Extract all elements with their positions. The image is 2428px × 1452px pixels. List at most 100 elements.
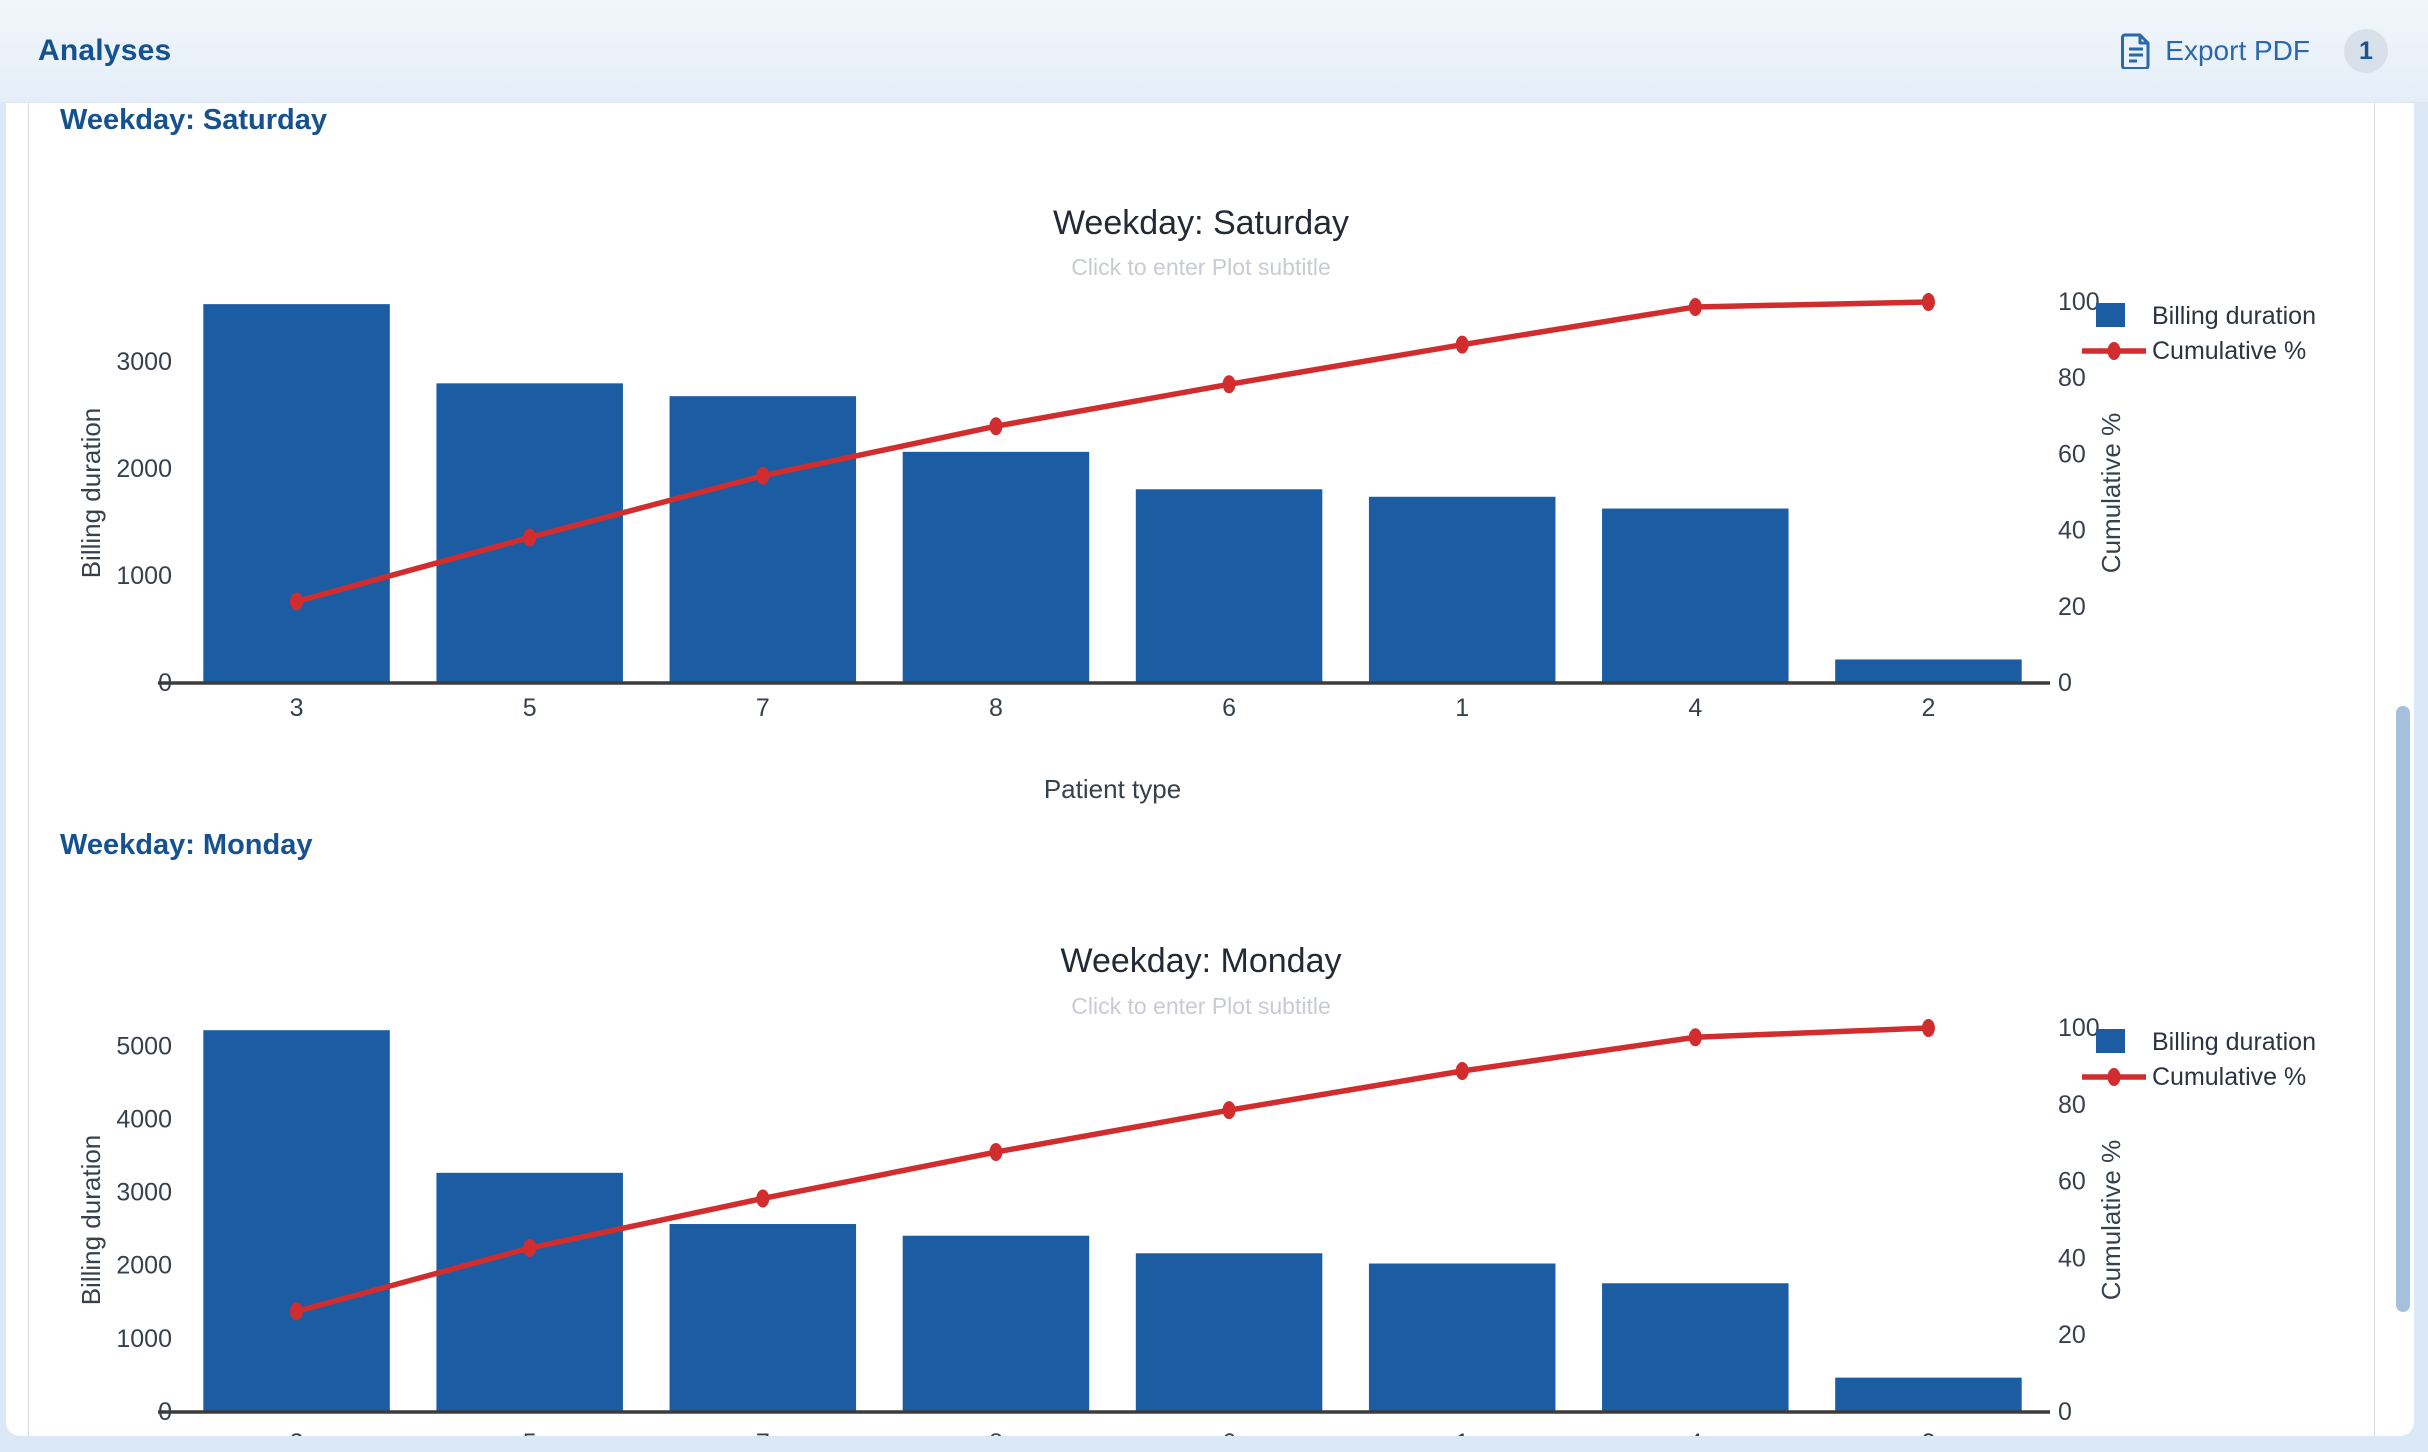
cumulative-point (756, 466, 770, 485)
right-axis-tick: 60 (2058, 1168, 2086, 1196)
billing-duration-bar (1135, 1253, 1323, 1412)
cumulative-point (1222, 1101, 1236, 1120)
right-axis-tick: 0 (2058, 669, 2072, 697)
billing-duration-bar (902, 1235, 1090, 1412)
x-axis-tick: 6 (1222, 694, 1236, 722)
x-axis-tick: 8 (989, 1429, 1003, 1436)
right-axis-tick: 40 (2058, 1244, 2086, 1272)
cumulative-point (1222, 375, 1236, 394)
left-axis-tick: 4000 (116, 1105, 172, 1133)
legend-marker-cumulative (2107, 342, 2121, 360)
vertical-scrollbar-thumb[interactable] (2396, 706, 2410, 1312)
billing-duration-bar (1368, 1263, 1556, 1412)
cumulative-point (1455, 1062, 1469, 1081)
x-axis-tick: 5 (523, 694, 537, 722)
top-bar-actions: Export PDF 1 (2121, 29, 2388, 73)
legend-label-cumulative: Cumulative % (2152, 1063, 2306, 1091)
left-axis-title: Billing duration (76, 1135, 106, 1306)
billing-duration-bar (1135, 489, 1323, 683)
pareto-chart-monday[interactable]: Weekday: Monday Click to enter Plot subti… (6, 880, 2414, 1436)
left-axis-title: Billing duration (76, 408, 106, 579)
cumulative-line (295, 299, 1929, 605)
left-axis-tick: 1000 (116, 1325, 172, 1353)
legend-label-billing-duration: Billing duration (2152, 302, 2316, 330)
legend-label-cumulative: Cumulative % (2152, 337, 2306, 365)
left-axis-tick: 3000 (116, 348, 172, 376)
x-axis-tick: 8 (989, 694, 1003, 722)
cumulative-point (1921, 1019, 1935, 1037)
pareto-chart-saturday[interactable]: Weekday: Saturday Click to enter Plot sub… (6, 150, 2414, 830)
x-axis-tick: 1 (1455, 1429, 1469, 1436)
cumulative-point (989, 417, 1003, 436)
billing-duration-bar (1835, 659, 2022, 683)
billing-duration-bar (902, 451, 1090, 683)
right-axis-tick: 100 (2058, 1014, 2100, 1042)
cumulative-point (290, 1302, 304, 1321)
analyses-card (28, 103, 2375, 1436)
x-axis-tick: 1 (1455, 694, 1469, 722)
cumulative-line (295, 1025, 1929, 1315)
export-pdf-label: Export PDF (2165, 35, 2310, 66)
section-heading-monday: Weekday: Monday (60, 829, 313, 861)
page-title: Analyses (38, 34, 172, 67)
left-axis-tick: 2000 (116, 1252, 172, 1280)
x-axis-tick: 4 (1688, 694, 1702, 722)
billing-duration-bar (1602, 508, 1789, 683)
right-axis-tick: 60 (2058, 440, 2086, 468)
x-axis-tick: 2 (1921, 1429, 1935, 1436)
cumulative-point (523, 1239, 537, 1258)
cumulative-point (1688, 297, 1702, 316)
right-axis-tick: 40 (2058, 517, 2086, 545)
left-axis-tick: 2000 (116, 455, 172, 483)
billing-duration-bar (436, 1172, 623, 1412)
document-icon (2121, 33, 2151, 69)
plot-title[interactable]: Weekday: Saturday (1053, 204, 1349, 242)
export-pdf-button[interactable]: Export PDF (2121, 33, 2310, 69)
plot-title[interactable]: Weekday: Monday (1061, 942, 1342, 980)
right-axis-tick: 20 (2058, 593, 2086, 621)
right-axis-tick: 0 (2058, 1398, 2072, 1426)
left-axis-tick: 3000 (116, 1179, 172, 1207)
x-axis-tick: 5 (523, 1429, 537, 1436)
x-axis-tick: 3 (290, 694, 304, 722)
billing-duration-bar (203, 304, 390, 683)
scrolled-content: Weekday: Saturday Weekday: Saturday Click… (6, 103, 2414, 1436)
cumulative-point (989, 1143, 1003, 1162)
legend-swatch-billing-duration (2096, 1029, 2125, 1053)
cumulative-point (1921, 293, 1935, 311)
right-axis-tick: 80 (2058, 364, 2086, 392)
left-axis-tick: 1000 (116, 562, 172, 590)
billing-duration-bar (669, 1224, 857, 1412)
legend-marker-cumulative (2107, 1068, 2121, 1086)
plot-subtitle-placeholder[interactable]: Click to enter Plot subtitle (1071, 254, 1331, 280)
billing-duration-bar (1368, 496, 1556, 683)
right-axis-tick: 100 (2058, 288, 2100, 316)
x-axis-title: Patient type (1044, 774, 1181, 804)
x-axis-tick: 7 (756, 1429, 770, 1436)
cumulative-point (1455, 335, 1469, 354)
count-badge: 1 (2344, 29, 2388, 73)
legend-label-billing-duration: Billing duration (2152, 1028, 2316, 1056)
x-axis-tick: 4 (1688, 1429, 1702, 1436)
content-panel: Weekday: Saturday Weekday: Saturday Click… (6, 103, 2414, 1436)
right-axis-title: Cumulative % (2096, 1140, 2126, 1300)
billing-duration-bar (1602, 1283, 1789, 1412)
right-axis-title: Cumulative % (2096, 413, 2126, 573)
x-axis-tick: 2 (1921, 694, 1935, 722)
cumulative-point (523, 528, 537, 547)
plot-subtitle-placeholder[interactable]: Click to enter Plot subtitle (1071, 993, 1331, 1019)
cumulative-point (290, 592, 304, 611)
top-bar: Analyses Export PDF 1 (0, 0, 2428, 103)
x-axis-tick: 7 (756, 694, 770, 722)
right-axis-tick: 20 (2058, 1321, 2086, 1349)
legend-swatch-billing-duration (2096, 303, 2125, 327)
x-axis-tick: 6 (1222, 1429, 1236, 1436)
right-axis-tick: 80 (2058, 1091, 2086, 1119)
billing-duration-bar (669, 396, 857, 683)
cumulative-point (1688, 1028, 1702, 1047)
x-axis-tick: 3 (290, 1429, 304, 1436)
left-axis-tick: 5000 (116, 1032, 172, 1060)
billing-duration-bar (1835, 1377, 2022, 1412)
cumulative-point (756, 1189, 770, 1208)
